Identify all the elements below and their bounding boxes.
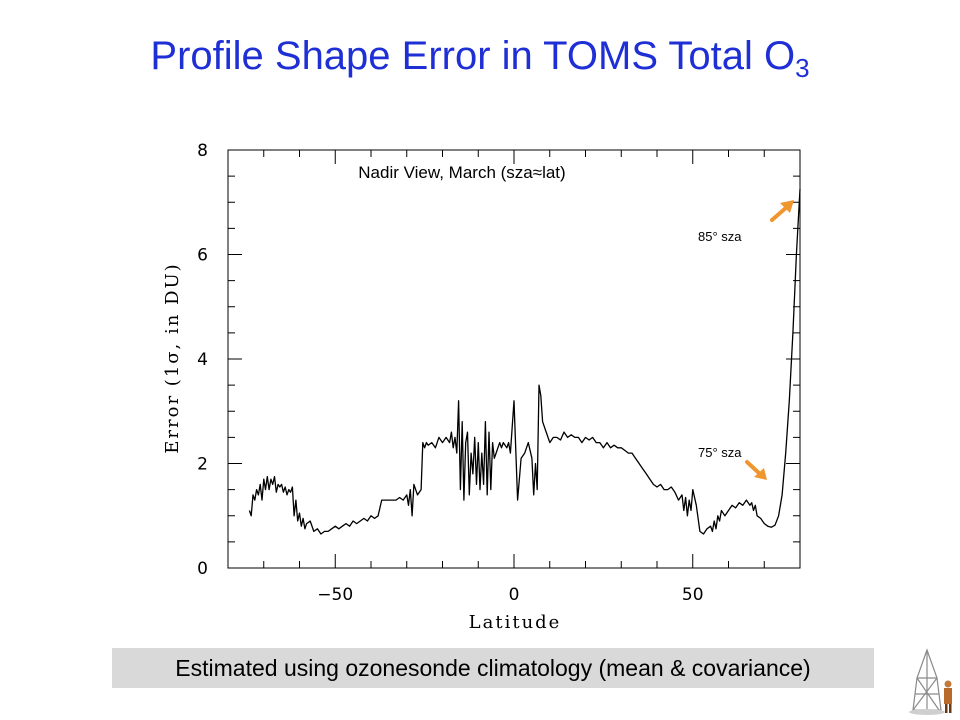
axis-tick-labels: −50 0 50 0 2 4 6 8: [197, 141, 703, 605]
rocket-scientist-logo: [909, 648, 952, 715]
y-tick-label: 0: [197, 559, 208, 579]
y-axis-label: Error (1σ, in DU): [162, 262, 183, 453]
arrow-75-sza: [745, 460, 767, 480]
x-tick-label: 0: [509, 585, 520, 605]
error-series-line: [248, 189, 801, 535]
annotation-85-sza: 85° sza: [698, 229, 742, 244]
slide-title-subscript: 3: [795, 53, 810, 83]
arrow-85-sza: [770, 200, 794, 222]
slide-title-main: Profile Shape Error in TOMS Total O: [150, 34, 796, 78]
x-tick-label: 50: [682, 585, 704, 605]
x-axis-label: Latitude: [469, 612, 562, 633]
y-tick-label: 8: [197, 141, 208, 161]
chart-title: Nadir View, March (sza≈lat): [358, 163, 565, 182]
y-tick-label: 2: [197, 455, 208, 475]
annotation-75-sza: 75° sza: [698, 445, 742, 460]
y-tick-label: 6: [197, 246, 208, 266]
slide-title: Profile Shape Error in TOMS Total O3: [0, 34, 960, 84]
y-tick-label: 4: [197, 350, 208, 370]
axis-ticks: [228, 149, 800, 569]
footer-note: Estimated using ozonesonde climatology (…: [112, 648, 874, 688]
x-tick-label: −50: [317, 585, 353, 605]
plot-frame: [227, 149, 801, 569]
